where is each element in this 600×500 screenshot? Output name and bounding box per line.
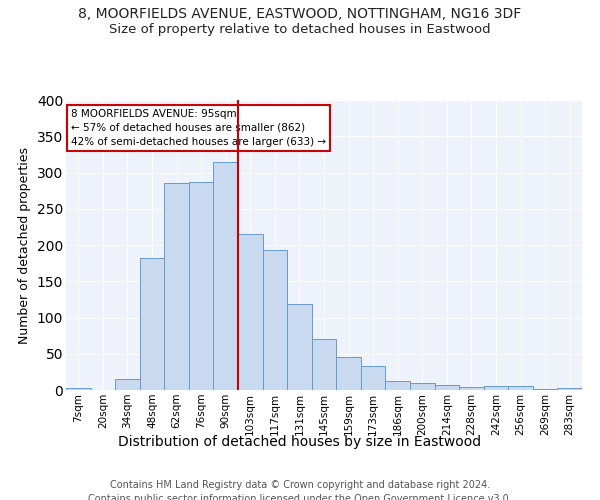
Bar [312, 339, 336, 390]
Bar [336, 358, 361, 390]
Bar [115, 379, 140, 390]
Bar [434, 385, 459, 390]
Text: Distribution of detached houses by size in Eastwood: Distribution of detached houses by size … [118, 435, 482, 449]
Bar [189, 182, 214, 390]
Text: 8 MOORFIELDS AVENUE: 95sqm
← 57% of detached houses are smaller (862)
42% of sem: 8 MOORFIELDS AVENUE: 95sqm ← 57% of deta… [71, 108, 326, 146]
Bar [361, 366, 385, 390]
Text: Contains HM Land Registry data © Crown copyright and database right 2024.
Contai: Contains HM Land Registry data © Crown c… [88, 480, 512, 500]
Bar [508, 386, 533, 390]
Bar [459, 387, 484, 390]
Text: Size of property relative to detached houses in Eastwood: Size of property relative to detached ho… [109, 22, 491, 36]
Bar [287, 304, 312, 390]
Bar [484, 386, 508, 390]
Bar [66, 388, 91, 390]
Bar [140, 258, 164, 390]
Bar [263, 250, 287, 390]
Y-axis label: Number of detached properties: Number of detached properties [18, 146, 31, 344]
Bar [238, 234, 263, 390]
Text: 8, MOORFIELDS AVENUE, EASTWOOD, NOTTINGHAM, NG16 3DF: 8, MOORFIELDS AVENUE, EASTWOOD, NOTTINGH… [79, 8, 521, 22]
Bar [410, 384, 434, 390]
Bar [214, 162, 238, 390]
Bar [385, 382, 410, 390]
Bar [557, 388, 582, 390]
Bar [533, 388, 557, 390]
Bar [164, 184, 189, 390]
